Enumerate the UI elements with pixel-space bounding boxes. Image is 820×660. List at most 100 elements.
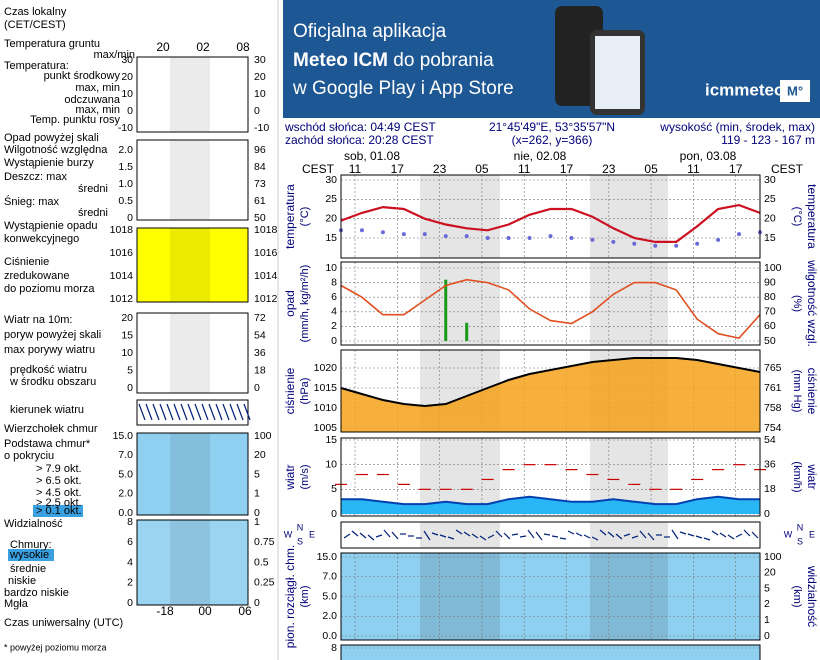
y2-tick-label: 765 (764, 362, 782, 374)
mini-tick: 1014 (110, 270, 134, 282)
y-tick-label: 1010 (314, 402, 338, 414)
legend-label: Chmury: (10, 539, 52, 551)
hour-label: 17 (729, 162, 743, 176)
mini-tick: 50 (254, 212, 266, 224)
dew-point (380, 230, 385, 235)
compass: E (309, 529, 315, 539)
banner[interactable] (283, 0, 820, 118)
date-label: sob, 01.08 (344, 149, 400, 163)
wind-arrow (471, 533, 479, 539)
dew-point (443, 234, 448, 239)
wind-arrow (607, 531, 615, 538)
wind-arrow (236, 403, 244, 421)
wind-arrow (615, 533, 623, 540)
dew-point (737, 232, 742, 237)
y2-tick-label: 36 (764, 458, 776, 470)
mini-tick: 20 (254, 71, 266, 83)
logo-box (780, 80, 810, 102)
legend-label: do poziomu morza (4, 283, 95, 295)
wind-arrow (201, 403, 209, 421)
y-tick-label: 15 (325, 232, 337, 244)
banner-text: Meteo ICM do pobrania (293, 50, 494, 71)
mini-tick: 30 (254, 54, 266, 66)
legend-label: punkt środkowy (44, 70, 121, 82)
mini-hour: 06 (238, 604, 252, 618)
mini-night (170, 433, 210, 515)
axis-label: wiatr (805, 463, 819, 489)
info-text: wysokość (min, środek, max) (659, 120, 815, 134)
y-tick-label: 2 (331, 320, 337, 332)
y2-tick-label: 50 (764, 335, 776, 347)
dew-point (506, 236, 511, 240)
y2-tick-label: 18 (764, 483, 776, 495)
zone-label: CEST (771, 162, 804, 176)
legend-label: średnie (10, 563, 46, 575)
dew-point (527, 236, 532, 240)
wind-arrow (687, 533, 695, 537)
hour-label: 05 (644, 162, 658, 176)
wind-arrow (623, 533, 631, 537)
y2-tick-label: 758 (764, 402, 782, 414)
mini-tick: 1.0 (118, 178, 133, 190)
panel-frame (340, 644, 761, 660)
y2-tick-label: 25 (764, 193, 776, 205)
legend-label: > 6.5 okt. (36, 475, 82, 487)
axis-label: opad (283, 290, 297, 317)
y-tick-label: 5.0 (322, 590, 337, 602)
compass: S (297, 536, 303, 546)
y-tick-label: 30 (325, 174, 337, 186)
wind-arrow (215, 403, 223, 421)
date-label: pon, 03.08 (680, 149, 737, 163)
wind-arrow (671, 529, 679, 540)
mini-tick: 0 (127, 105, 133, 117)
mini-tick: 0.0 (118, 507, 133, 519)
wind-arrow (647, 532, 655, 541)
info-text: zachód słońca: 20:28 CEST (285, 133, 434, 147)
mini-tick: 0.5 (118, 195, 133, 207)
dew-point (569, 236, 574, 240)
mini-panel (136, 56, 249, 133)
wind-arrow (431, 532, 439, 536)
logo-box-text: M° (787, 83, 803, 98)
info-text: wschód słońca: 04:49 CEST (284, 120, 436, 134)
mini-tick: 0 (127, 382, 133, 394)
banner-text: w Google Play i App Store (292, 78, 514, 99)
y-tick-label: 5 (331, 483, 337, 495)
mini-tick: 61 (254, 195, 266, 207)
wind-arrow (727, 534, 735, 540)
legend-label: Śnieg: max (4, 195, 60, 208)
mini-tick: -10 (118, 122, 133, 134)
y2-tick-label: 761 (764, 382, 782, 394)
wind-arrow (679, 531, 687, 535)
legend-label: max porywy wiatru (4, 344, 95, 356)
mini-tick: 18 (254, 364, 266, 376)
mini-tick: 1.5 (118, 161, 133, 173)
mini-tick: 84 (254, 161, 266, 173)
mini-tick: 1014 (254, 270, 278, 282)
panel-frame (340, 437, 761, 517)
axis-unit: (mm Hg) (791, 370, 803, 413)
wind-arrow (455, 529, 463, 535)
y-tick-label: 1015 (314, 382, 338, 394)
mini-tick: 1018 (110, 224, 134, 236)
wind-arrow (711, 530, 719, 536)
mini-panel (136, 399, 249, 426)
banner-text: do pobrania (393, 50, 494, 71)
mini-tick: -10 (254, 122, 269, 134)
legend-label: w środku obszaru (9, 376, 96, 388)
hour-label: 23 (433, 162, 447, 176)
dew-point (359, 228, 364, 233)
mini-tick: 1016 (254, 247, 278, 259)
wind-arrow (567, 530, 575, 535)
legend-label: * powyżej poziomu morza (4, 642, 107, 652)
mini-tick: 20 (254, 449, 266, 461)
mini-tick: 0 (254, 597, 260, 609)
precip-bar (465, 322, 469, 341)
mini-night (170, 313, 210, 393)
wind-arrow (145, 403, 153, 421)
wind-arrow (559, 537, 567, 540)
mini-tick: 1016 (110, 247, 134, 259)
wind-arrow (194, 403, 202, 421)
panel-frame (340, 261, 761, 346)
